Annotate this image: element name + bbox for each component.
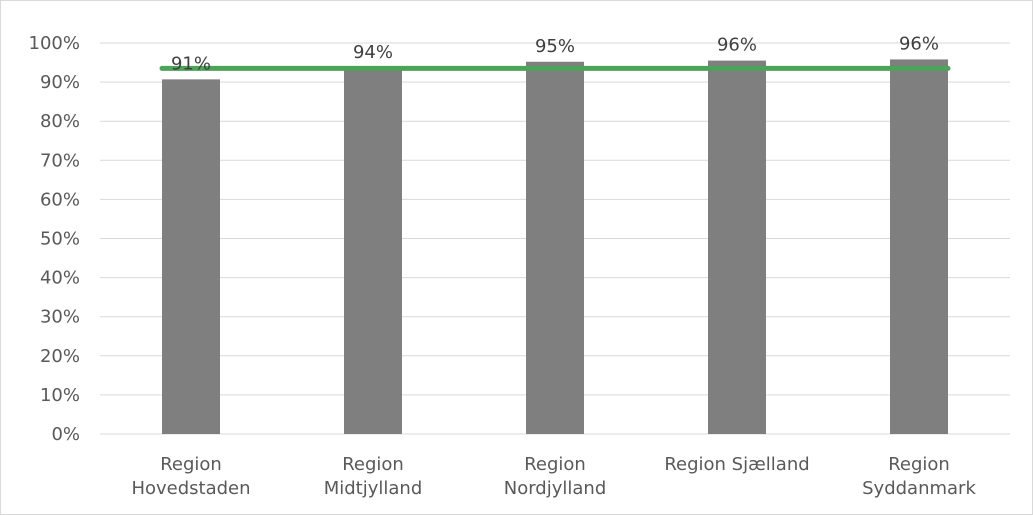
bar xyxy=(890,59,948,435)
y-tick-label: 100% xyxy=(29,33,80,54)
x-category-label-line: Nordjylland xyxy=(504,478,607,499)
x-category-label: Region Midtjylland xyxy=(324,454,423,499)
data-label: 96% xyxy=(717,35,757,56)
x-category-label: Region Sjælland xyxy=(664,454,809,475)
y-tick-label: 60% xyxy=(40,189,80,210)
data-labels: 91% 94% 95% 96% 96% xyxy=(171,33,939,74)
y-tick-label: 0% xyxy=(51,424,80,445)
data-label: 95% xyxy=(535,36,575,57)
bar xyxy=(526,61,584,434)
y-tick-label: 20% xyxy=(40,346,80,367)
x-category-label-line: Region xyxy=(160,454,222,475)
y-axis-tick-labels: 0% 10% 20% 30% 40% 50% 60% 70% 80% 90% 100% xyxy=(29,33,80,445)
y-tick-label: 70% xyxy=(40,150,80,171)
y-tick-label: 40% xyxy=(40,268,80,289)
y-tick-label: 30% xyxy=(40,307,80,328)
y-tick-label: 50% xyxy=(40,229,80,250)
bars xyxy=(162,59,948,435)
bar xyxy=(708,60,766,434)
x-category-label-line: Hovedstaden xyxy=(131,478,250,499)
data-label: 91% xyxy=(171,53,211,74)
y-tick-label: 90% xyxy=(40,72,80,93)
data-label: 96% xyxy=(899,33,939,54)
data-label: 94% xyxy=(353,42,393,63)
bar xyxy=(162,79,220,434)
x-category-label: Region Hovedstaden xyxy=(131,454,250,499)
x-category-label-line: Syddanmark xyxy=(862,478,976,499)
x-category-label-line: Region xyxy=(342,454,404,475)
x-category-label: Region Nordjylland xyxy=(504,454,607,499)
x-category-label-line: Midtjylland xyxy=(324,478,423,499)
y-tick-label: 10% xyxy=(40,385,80,406)
x-category-label-line: Region xyxy=(524,454,586,475)
x-category-label-line: Region Sjælland xyxy=(664,454,809,475)
x-category-label: Region Syddanmark xyxy=(862,454,976,499)
y-tick-label: 80% xyxy=(40,111,80,132)
x-category-label-line: Region xyxy=(888,454,950,475)
bar xyxy=(344,68,402,435)
